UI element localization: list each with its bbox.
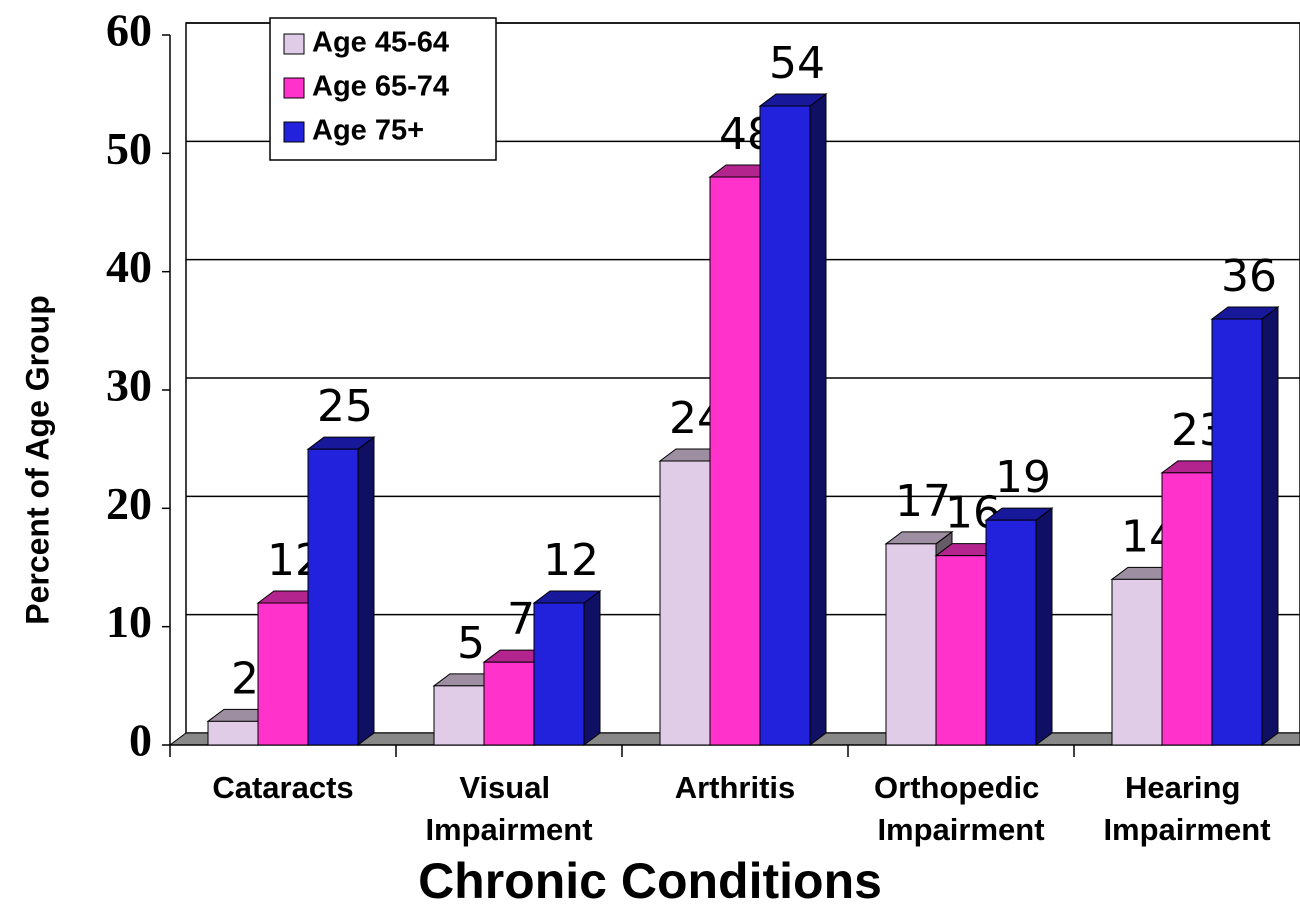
data-label: 5 <box>457 618 485 669</box>
legend-box <box>269 17 497 161</box>
x-tick-label-line: Impairment <box>1103 812 1270 847</box>
bar <box>207 720 259 746</box>
bar <box>885 543 937 746</box>
data-label: 54 <box>769 38 825 89</box>
x-tick-label: Orthopedic Impairment <box>874 770 1048 847</box>
data-label: 25 <box>317 381 373 432</box>
legend-label: Age 65-74 <box>312 71 449 103</box>
data-label: 17 <box>895 476 951 527</box>
legend-swatch <box>283 121 305 143</box>
x-tick-label: Visual Impairment <box>425 770 592 847</box>
legend-swatch <box>283 77 305 99</box>
legend-label: Age 45-64 <box>312 27 449 59</box>
legend-swatch <box>283 33 305 55</box>
y-tick-label: 30 <box>106 360 152 411</box>
x-tick-label-line: Impairment <box>877 812 1044 847</box>
bar-side <box>1035 507 1053 746</box>
data-label: 36 <box>1221 251 1277 302</box>
bar <box>1161 472 1213 746</box>
y-axis-label: Percent of Age Group <box>19 295 55 625</box>
y-tick-label: 40 <box>106 241 152 292</box>
y-tick-label: 50 <box>106 123 152 174</box>
bar <box>659 460 711 746</box>
x-tick-label: Hearing Impairment <box>1103 770 1270 847</box>
y-tick-label: 20 <box>106 478 152 529</box>
x-tick-label: Arthritis <box>675 770 796 805</box>
y-tick-label: 10 <box>106 596 152 647</box>
x-tick-label-line: Hearing <box>1125 770 1249 805</box>
legend: Age 45-64 Age 65-74 Age 75+ <box>269 17 497 161</box>
bar <box>1211 318 1263 746</box>
bar-side <box>809 93 827 746</box>
x-tick-label-line: Orthopedic <box>874 770 1048 805</box>
x-tick-label: Cataracts <box>212 770 353 805</box>
legend-label: Age 75+ <box>312 115 424 147</box>
bar <box>257 602 309 746</box>
bar-side <box>357 436 375 746</box>
bar-side <box>1261 306 1279 746</box>
data-label: 7 <box>507 594 535 645</box>
bar <box>935 555 987 746</box>
x-tick-label-line: Impairment <box>425 812 592 847</box>
y-tick-label: 0 <box>129 715 152 766</box>
bar-side <box>583 590 601 746</box>
bar <box>433 685 485 746</box>
data-label: 12 <box>543 535 599 586</box>
bar <box>533 602 585 746</box>
bar <box>759 105 811 746</box>
bar <box>307 448 359 746</box>
data-label: 19 <box>995 452 1051 503</box>
bar <box>1111 578 1163 746</box>
bar <box>483 661 535 746</box>
x-axis-label: Chronic Conditions <box>418 853 882 909</box>
data-label: 2 <box>231 653 259 704</box>
y-tick-label: 60 <box>106 5 152 56</box>
x-tick-label-line: Visual <box>459 770 558 805</box>
bar <box>709 176 761 746</box>
bar <box>985 519 1037 746</box>
